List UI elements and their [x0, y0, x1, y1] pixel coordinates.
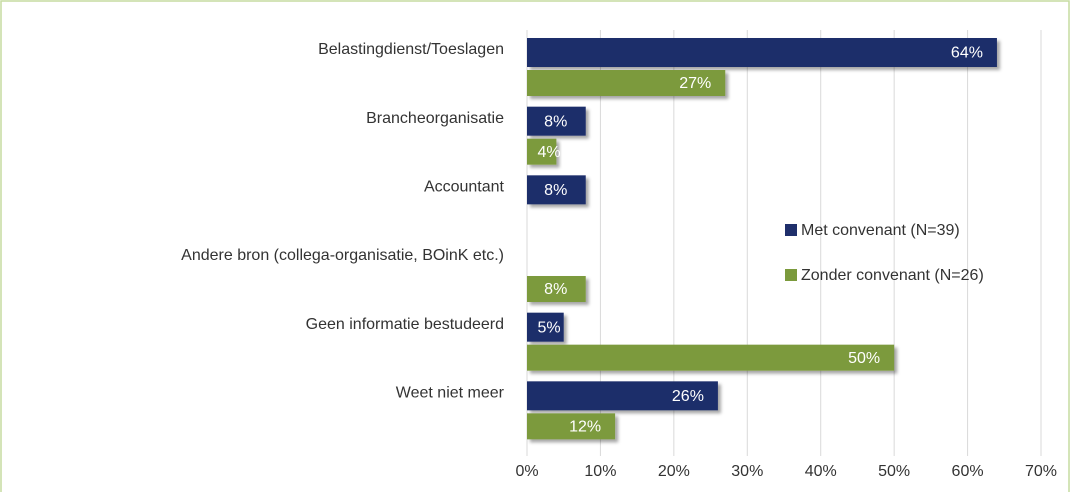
data-label: 5%	[537, 319, 560, 336]
x-tick-label: 70%	[1025, 463, 1057, 480]
category-label: Brancheorganisatie	[366, 110, 504, 127]
data-label: 8%	[544, 113, 567, 130]
category-label: Accountant	[424, 179, 505, 196]
x-tick-label: 50%	[878, 463, 910, 480]
data-label: 8%	[544, 182, 567, 199]
data-label: 8%	[544, 281, 567, 298]
bar	[527, 381, 718, 411]
bar	[527, 175, 586, 205]
bar	[527, 276, 586, 302]
x-tick-label: 10%	[584, 463, 616, 480]
legend-swatch	[785, 269, 797, 281]
bar	[527, 106, 586, 136]
category-label: Geen informatie bestudeerd	[306, 316, 504, 333]
x-tick-label: 30%	[731, 463, 763, 480]
category-label: Weet niet meer	[396, 385, 505, 402]
bar	[527, 38, 997, 67]
legend-label: Met convenant (N=39)	[801, 222, 960, 239]
legend-label: Zonder convenant (N=26)	[801, 267, 984, 284]
data-label: 12%	[569, 419, 601, 436]
x-tick-label: 60%	[952, 463, 984, 480]
data-label: 64%	[951, 45, 983, 62]
bar	[527, 70, 726, 96]
bar	[527, 413, 616, 440]
bar	[527, 344, 895, 371]
x-tick-label: 20%	[658, 463, 690, 480]
bar	[527, 138, 557, 165]
x-tick-label: 0%	[515, 463, 538, 480]
data-label: 4%	[537, 144, 560, 161]
category-label: Belastingdienst/Toeslagen	[318, 41, 504, 58]
bar	[527, 312, 564, 342]
legend-swatch	[785, 224, 797, 236]
data-label: 50%	[848, 350, 880, 367]
x-tick-label: 40%	[805, 463, 837, 480]
category-label: Andere bron (collega-organisatie, BOinK …	[181, 247, 504, 264]
data-label: 26%	[672, 388, 704, 405]
data-label: 27%	[679, 75, 711, 92]
